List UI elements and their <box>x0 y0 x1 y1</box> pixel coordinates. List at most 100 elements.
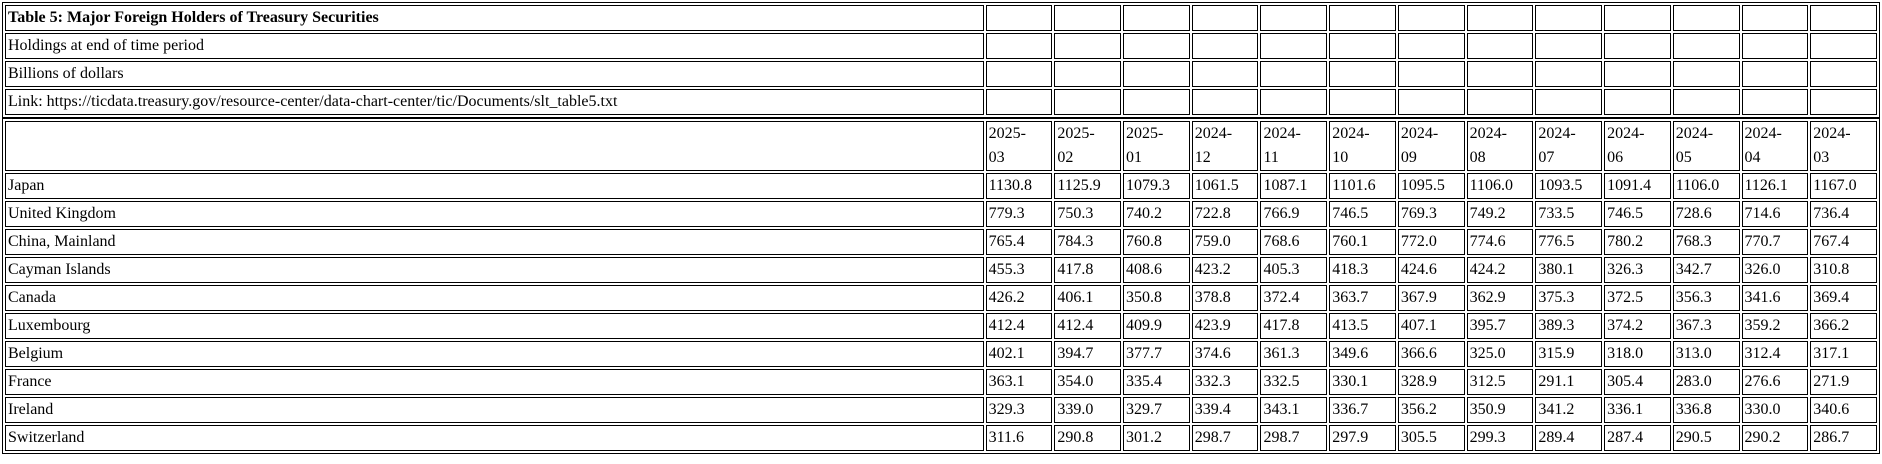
value-cell: 356.3 <box>1672 285 1740 311</box>
value-cell: 335.4 <box>1123 369 1190 395</box>
value-cell: 374.2 <box>1604 313 1671 339</box>
value-cell: 287.4 <box>1604 425 1671 451</box>
value-cell: 1126.1 <box>1741 173 1809 199</box>
table-row: Canada 426.2 406.1 350.8 378.8 372.4 363.7 367.… <box>5 285 1877 311</box>
value-cell: 313.0 <box>1672 341 1740 367</box>
country-name-cell: France <box>5 369 984 395</box>
spacer-cell <box>1397 33 1465 59</box>
value-cell: 779.3 <box>985 201 1053 227</box>
value-cell: 359.2 <box>1741 313 1809 339</box>
value-cell: 418.3 <box>1329 257 1396 283</box>
date-column-header: 2024- 06 <box>1604 121 1671 171</box>
spacer-cell <box>1810 61 1877 87</box>
value-cell: 417.8 <box>1054 257 1122 283</box>
value-cell: 1101.6 <box>1329 173 1396 199</box>
value-cell: 326.0 <box>1741 257 1809 283</box>
country-name-cell: Switzerland <box>5 425 984 451</box>
table-row: United Kingdom 779.3 750.3 740.2 722.8 766.9 7… <box>5 201 1877 227</box>
value-cell: 339.4 <box>1191 397 1259 423</box>
value-cell: 759.0 <box>1191 229 1259 255</box>
date-column-header: 2024- 12 <box>1191 121 1259 171</box>
value-cell: 363.7 <box>1329 285 1396 311</box>
spacer-cell <box>1123 61 1190 87</box>
value-cell: 1093.5 <box>1535 173 1603 199</box>
spacer-cell <box>1191 33 1259 59</box>
value-cell: 325.0 <box>1466 341 1534 367</box>
spacer-cell <box>1329 33 1396 59</box>
spacer-cell <box>1741 61 1809 87</box>
value-cell: 342.7 <box>1672 257 1740 283</box>
report-title: Table 5: Major Foreign Holders of Treasu… <box>5 5 984 31</box>
value-cell: 290.5 <box>1672 425 1740 451</box>
spacer-cell <box>1466 61 1534 87</box>
value-cell: 395.7 <box>1466 313 1534 339</box>
meta-table: Table 5: Major Foreign Holders of Treasu… <box>2 2 1880 118</box>
date-column-header: 2025- 01 <box>1123 121 1190 171</box>
value-cell: 389.3 <box>1535 313 1603 339</box>
value-cell: 298.7 <box>1260 425 1328 451</box>
value-cell: 291.1 <box>1535 369 1603 395</box>
value-cell: 369.4 <box>1810 285 1877 311</box>
spacer-cell <box>1672 5 1740 31</box>
value-cell: 746.5 <box>1604 201 1671 227</box>
value-cell: 413.5 <box>1329 313 1396 339</box>
value-cell: 336.8 <box>1672 397 1740 423</box>
value-cell: 330.0 <box>1741 397 1809 423</box>
value-cell: 408.6 <box>1123 257 1190 283</box>
value-cell: 1079.3 <box>1123 173 1190 199</box>
value-cell: 332.3 <box>1191 369 1259 395</box>
treasury-holders-table-page: Table 5: Major Foreign Holders of Treasu… <box>2 2 1880 454</box>
value-cell: 363.1 <box>985 369 1053 395</box>
value-cell: 1091.4 <box>1604 173 1671 199</box>
subtitle-holdings: Holdings at end of time period <box>5 33 984 59</box>
value-cell: 367.3 <box>1672 313 1740 339</box>
value-cell: 343.1 <box>1260 397 1328 423</box>
value-cell: 289.4 <box>1535 425 1603 451</box>
country-name-cell: Japan <box>5 173 984 199</box>
value-cell: 772.0 <box>1397 229 1465 255</box>
value-cell: 297.9 <box>1329 425 1396 451</box>
table-row: Belgium 402.1 394.7 377.7 374.6 361.3 349.6 366… <box>5 341 1877 367</box>
spacer-cell <box>1191 89 1259 115</box>
value-cell: 776.5 <box>1535 229 1603 255</box>
value-cell: 366.6 <box>1397 341 1465 367</box>
spacer-cell <box>1466 89 1534 115</box>
spacer-cell <box>1397 89 1465 115</box>
spacer-cell <box>1741 33 1809 59</box>
value-cell: 1061.5 <box>1191 173 1259 199</box>
spacer-cell <box>1535 5 1603 31</box>
value-cell: 354.0 <box>1054 369 1122 395</box>
spacer-cell <box>1054 5 1122 31</box>
spacer-cell <box>1535 33 1603 59</box>
value-cell: 423.9 <box>1191 313 1259 339</box>
table-row: France 363.1 354.0 335.4 332.3 332.5 330.1 328.… <box>5 369 1877 395</box>
holdings-note-row: Holdings at end of time period <box>5 33 1877 59</box>
value-cell: 412.4 <box>1054 313 1122 339</box>
spacer-cell <box>1260 89 1328 115</box>
spacer-cell <box>1123 89 1190 115</box>
spacer-cell <box>1329 5 1396 31</box>
value-cell: 372.5 <box>1604 285 1671 311</box>
country-name-cell: Canada <box>5 285 984 311</box>
value-cell: 374.6 <box>1191 341 1259 367</box>
date-header-row: 2025- 03 2025- 02 2025- 01 2024- 12 2024- 11 2024-… <box>5 121 1877 171</box>
date-column-header: 2024- 11 <box>1260 121 1328 171</box>
value-cell: 336.1 <box>1604 397 1671 423</box>
subtitle-units: Billions of dollars <box>5 61 984 87</box>
value-cell: 326.3 <box>1604 257 1671 283</box>
spacer-cell <box>1123 5 1190 31</box>
value-cell: 760.1 <box>1329 229 1396 255</box>
spacer-cell <box>1329 61 1396 87</box>
country-name-cell: Belgium <box>5 341 984 367</box>
spacer-cell <box>1260 33 1328 59</box>
value-cell: 728.6 <box>1672 201 1740 227</box>
data-table: 2025- 03 2025- 02 2025- 01 2024- 12 2024- 11 2024-… <box>2 118 1880 454</box>
value-cell: 766.9 <box>1260 201 1328 227</box>
date-column-header: 2024- 04 <box>1741 121 1809 171</box>
spacer-cell <box>1329 89 1396 115</box>
value-cell: 299.3 <box>1466 425 1534 451</box>
value-cell: 312.5 <box>1466 369 1534 395</box>
country-name-cell: Ireland <box>5 397 984 423</box>
value-cell: 341.2 <box>1535 397 1603 423</box>
spacer-cell <box>1604 5 1671 31</box>
